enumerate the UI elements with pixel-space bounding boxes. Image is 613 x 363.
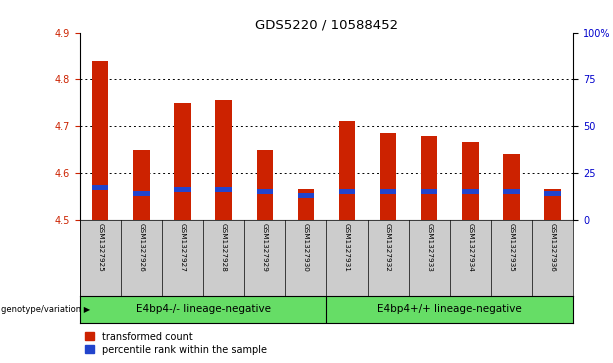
Bar xyxy=(298,189,314,220)
Bar xyxy=(133,191,150,196)
Text: GSM1327929: GSM1327929 xyxy=(262,223,268,272)
Bar xyxy=(462,189,479,194)
Text: GSM1327930: GSM1327930 xyxy=(303,223,309,272)
Text: GSM1327931: GSM1327931 xyxy=(344,223,350,272)
Text: E4bp4+/+ lineage-negative: E4bp4+/+ lineage-negative xyxy=(378,305,522,314)
Bar xyxy=(544,191,561,196)
Text: E4bp4-/- lineage-negative: E4bp4-/- lineage-negative xyxy=(135,305,270,314)
Bar xyxy=(462,142,479,220)
Bar xyxy=(339,189,355,194)
Bar xyxy=(544,189,561,220)
Bar xyxy=(380,189,397,194)
Bar xyxy=(174,103,191,220)
Bar xyxy=(92,185,109,190)
Bar xyxy=(215,101,232,220)
Text: GSM1327927: GSM1327927 xyxy=(180,223,186,272)
Bar xyxy=(339,122,355,220)
Bar xyxy=(380,133,397,220)
Bar xyxy=(421,136,438,220)
Bar xyxy=(256,189,273,194)
Text: GSM1327934: GSM1327934 xyxy=(467,223,473,272)
Legend: transformed count, percentile rank within the sample: transformed count, percentile rank withi… xyxy=(85,331,267,355)
Text: GSM1327935: GSM1327935 xyxy=(508,223,514,272)
Text: genotype/variation ▶: genotype/variation ▶ xyxy=(1,305,90,314)
Text: GSM1327925: GSM1327925 xyxy=(97,223,103,272)
Text: GSM1327926: GSM1327926 xyxy=(139,223,145,272)
Title: GDS5220 / 10588452: GDS5220 / 10588452 xyxy=(255,19,398,32)
Bar xyxy=(421,189,438,194)
Bar xyxy=(133,150,150,220)
Bar xyxy=(503,189,520,194)
Bar xyxy=(174,187,191,192)
Bar xyxy=(503,154,520,220)
Bar xyxy=(298,193,314,197)
Bar xyxy=(92,61,109,220)
Text: GSM1327936: GSM1327936 xyxy=(550,223,555,272)
Text: GSM1327933: GSM1327933 xyxy=(426,223,432,272)
Bar xyxy=(215,187,232,192)
Text: GSM1327928: GSM1327928 xyxy=(221,223,227,272)
Bar xyxy=(256,150,273,220)
Text: GSM1327932: GSM1327932 xyxy=(385,223,391,272)
